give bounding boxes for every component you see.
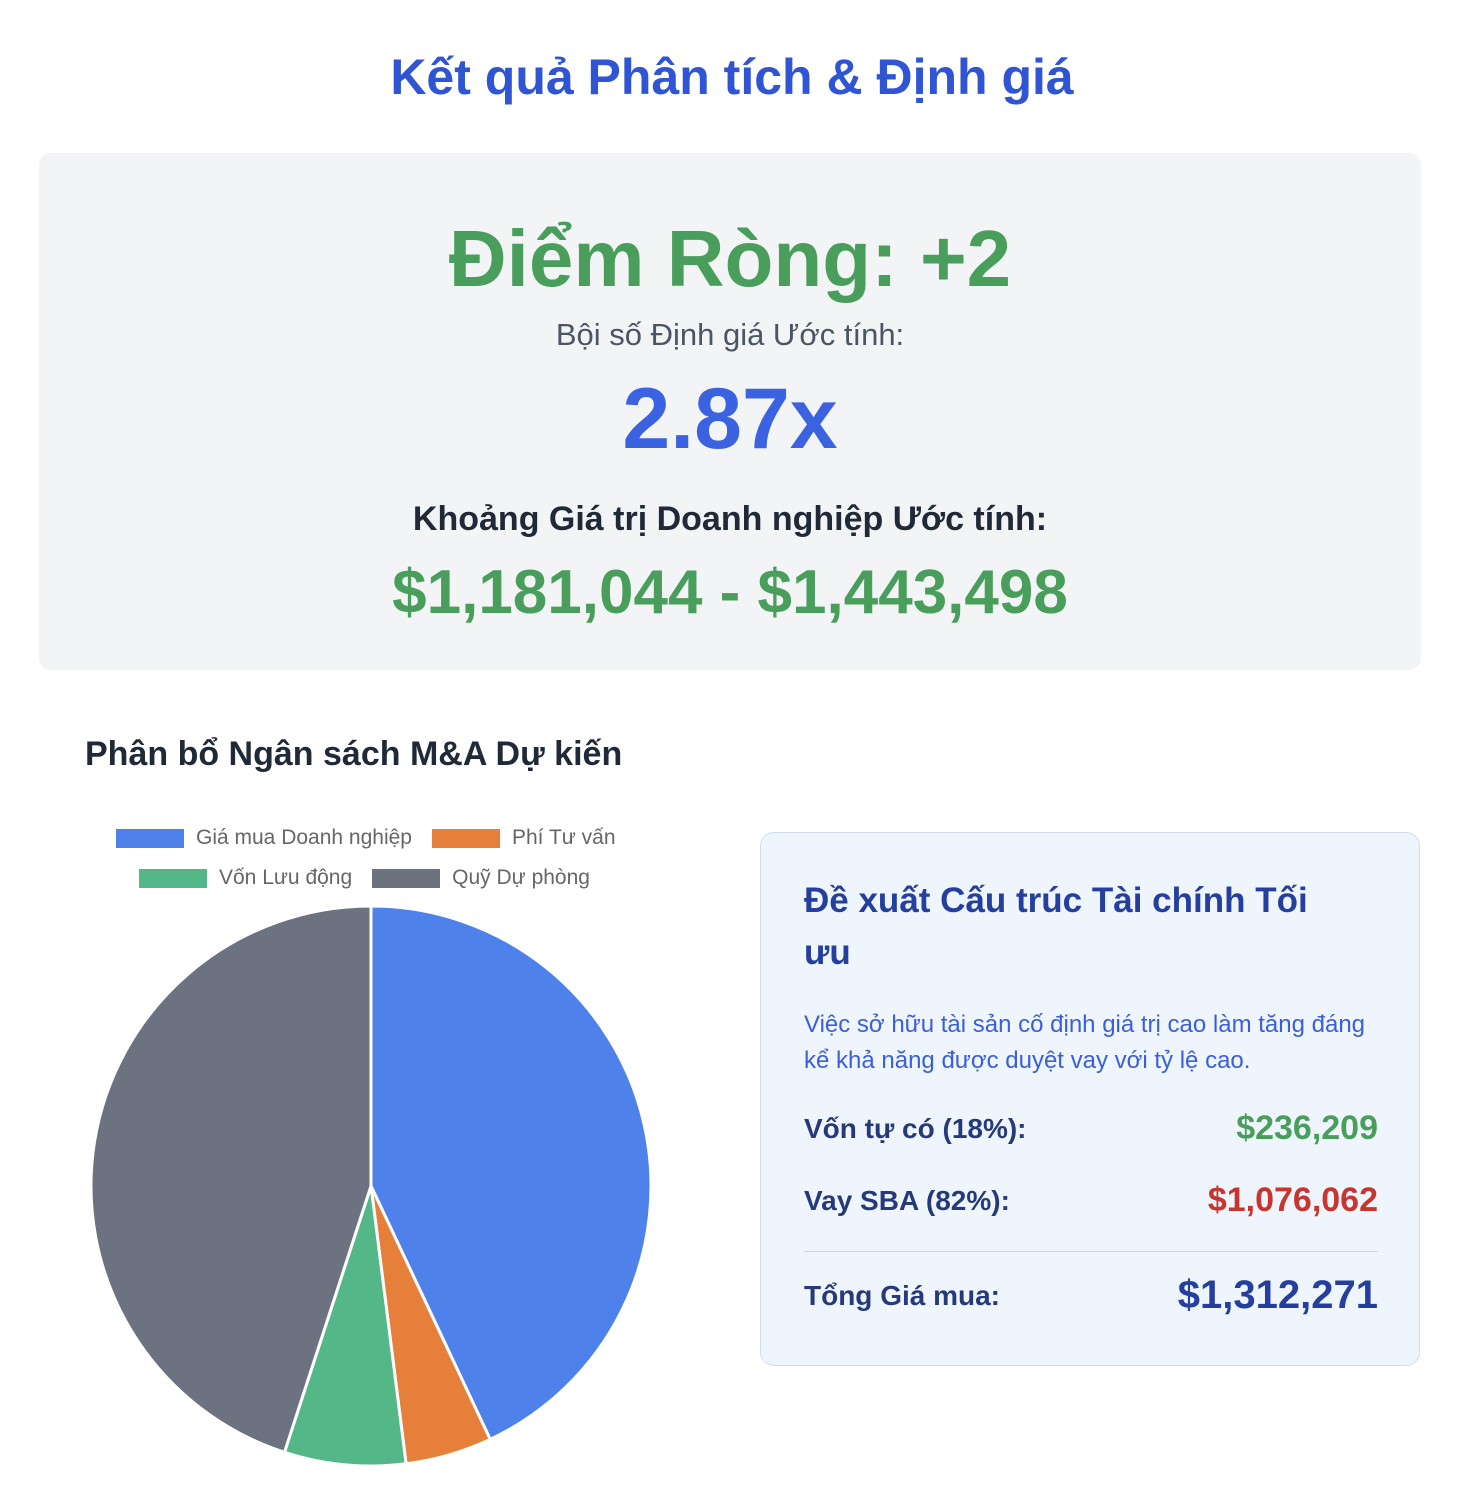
total-value: $1,312,271 xyxy=(1177,1273,1378,1317)
total-label: Tổng Giá mua: xyxy=(804,1279,1000,1311)
total-row: Tổng Giá mua: $1,312,271 xyxy=(804,1273,1378,1318)
chart-legend-row-2: Vốn Lưu động Quỹ Dự phòng xyxy=(139,866,590,890)
legend-label: Vốn Lưu động xyxy=(219,866,353,889)
loan-row: Vay SBA (82%): $1,076,062 xyxy=(804,1181,1378,1220)
legend-item[interactable]: Vốn Lưu động xyxy=(139,866,352,890)
legend-item[interactable]: Phí Tư vấn xyxy=(431,826,616,850)
multiple-label: Bội số Định giá Ước tính: xyxy=(555,317,905,352)
legend-label: Quỹ Dự phòng xyxy=(452,866,590,889)
pie-slice-4[interactable] xyxy=(89,904,373,1455)
budget-pie-chart xyxy=(89,904,653,1468)
legend-swatch xyxy=(372,868,441,888)
pie-slice-3[interactable] xyxy=(282,1185,408,1468)
legend-swatch xyxy=(116,828,184,848)
legend-label: Phí Tư vấn xyxy=(511,826,616,849)
financing-recommendation-card: Đề xuất Cấu trúc Tài chính Tối ưu Việc s… xyxy=(760,832,1420,1366)
divider xyxy=(804,1251,1378,1252)
chart-legend-row-1: Giá mua Doanh nghiệp Phí Tư vấn xyxy=(116,826,616,850)
net-score: Điểm Ròng: +2 xyxy=(448,214,1012,303)
page-title: Kết quả Phân tích & Định giá xyxy=(390,49,1074,105)
loan-label: Vay SBA (82%): xyxy=(804,1184,1010,1216)
legend-swatch xyxy=(431,828,500,848)
equity-label: Vốn tự có (18%): xyxy=(804,1112,1027,1144)
valuation-summary-card: Điểm Ròng: +2 Bội số Định giá Ước tính: … xyxy=(39,153,1421,670)
legend-label: Giá mua Doanh nghiệp xyxy=(196,826,412,849)
financing-note: Việc sở hữu tài sản cố định giá trị cao … xyxy=(804,1011,1366,1074)
pie-slice-1[interactable] xyxy=(369,904,653,1442)
budget-chart-heading: Phân bổ Ngân sách M&A Dự kiến xyxy=(85,735,623,773)
equity-row: Vốn tự có (18%): $236,209 xyxy=(804,1109,1378,1148)
loan-value: $1,076,062 xyxy=(1207,1181,1378,1219)
financing-title: Đề xuất Cấu trúc Tài chính Tối ưu xyxy=(804,881,1308,972)
valuation-range-value: $1,181,044 - $1,443,498 xyxy=(392,558,1068,627)
multiple-value: 2.87x xyxy=(622,371,838,467)
valuation-range-label: Khoảng Giá trị Doanh nghiệp Ước tính: xyxy=(412,500,1048,538)
legend-item[interactable]: Quỹ Dự phòng xyxy=(372,866,590,890)
legend-swatch xyxy=(139,868,207,888)
equity-value: $236,209 xyxy=(1236,1109,1378,1147)
legend-item[interactable]: Giá mua Doanh nghiệp xyxy=(116,826,412,850)
